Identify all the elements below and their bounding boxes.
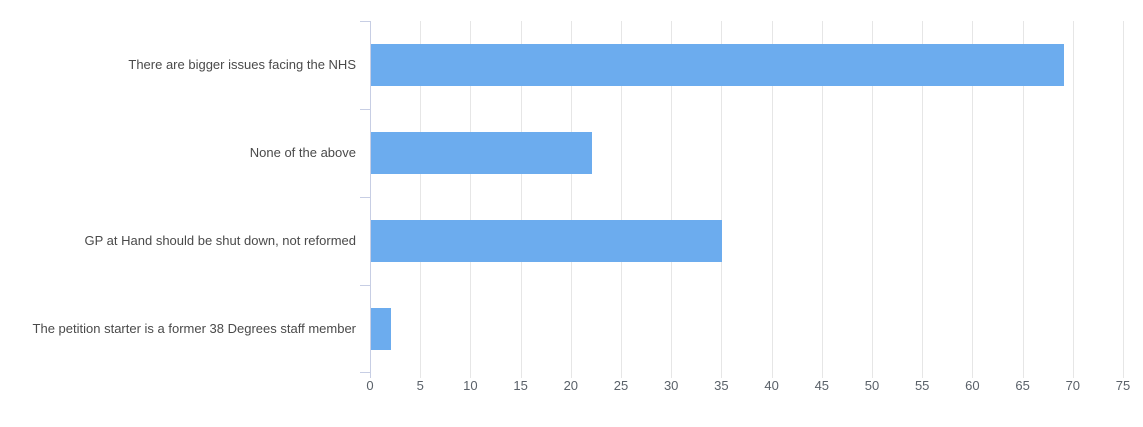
y-axis-tick	[360, 285, 370, 286]
x-axis-tick-label: 40	[764, 378, 779, 393]
gridline	[821, 21, 823, 373]
gridline	[771, 21, 773, 373]
gridline	[1022, 21, 1024, 373]
gridline	[922, 21, 924, 373]
category-label: The petition starter is a former 38 Degr…	[32, 321, 356, 336]
x-axis-tick-label: 30	[663, 378, 679, 393]
x-axis-tick-label: 10	[463, 378, 478, 393]
x-axis-tick-label: 5	[416, 378, 424, 393]
gridline	[520, 21, 522, 373]
gridline	[621, 21, 622, 373]
x-axis-tick	[520, 373, 522, 378]
x-axis-tick-label: 60	[965, 378, 980, 393]
category-labels: There are bigger issues facing the NHS No…	[0, 21, 356, 373]
gridline	[1072, 21, 1074, 373]
category-label: There are bigger issues facing the NHS	[128, 57, 356, 72]
x-axis-tick-label: 75	[1115, 378, 1131, 393]
gridline	[470, 21, 472, 373]
x-axis-tick-label: 70	[1065, 378, 1081, 393]
x-axis-tick	[1072, 373, 1074, 378]
plot-area	[360, 21, 1124, 378]
x-axis-tick-label: 65	[1015, 378, 1030, 393]
x-axis-tick-labels: 0 5 10 15 20 25 30 35 40 45 50 55 60 65 70 75	[366, 378, 1130, 398]
x-axis-tick	[370, 373, 371, 378]
x-axis-tick	[1123, 373, 1124, 378]
gridline	[1123, 21, 1124, 373]
x-axis-tick	[570, 373, 572, 378]
x-axis-tick	[821, 373, 823, 378]
x-axis-tick	[621, 373, 622, 378]
x-axis-tick	[922, 373, 924, 378]
x-axis-tick	[1022, 373, 1024, 378]
y-axis-tick	[360, 21, 370, 22]
x-axis-tick-label: 50	[864, 378, 880, 393]
bar	[371, 220, 723, 262]
gridline	[872, 21, 873, 373]
gridline	[721, 21, 723, 373]
x-axis-tick-label: 25	[613, 378, 629, 393]
x-axis-tick	[721, 373, 723, 378]
x-axis-tick	[470, 373, 472, 378]
gridline	[420, 21, 422, 373]
category-label: None of the above	[249, 145, 356, 160]
gridline	[972, 21, 974, 373]
x-axis-tick-label: 45	[814, 378, 830, 393]
x-axis-tick	[420, 373, 422, 378]
y-axis-tick	[360, 109, 370, 110]
x-axis-tick-label: 55	[914, 378, 930, 393]
y-axis-line	[370, 21, 371, 373]
x-axis-tick-label: 15	[513, 378, 528, 393]
y-axis-tick	[360, 372, 370, 373]
x-axis-tick-label: 35	[714, 378, 729, 393]
x-axis-tick-label: 20	[563, 378, 579, 393]
bar	[371, 44, 1064, 86]
x-axis-tick-label: 0	[366, 378, 374, 393]
x-axis-tick	[872, 373, 873, 378]
gridline	[570, 21, 572, 373]
x-axis-tick	[671, 373, 673, 378]
x-axis-tick	[771, 373, 773, 378]
category-label: GP at Hand should be shut down, not refo…	[84, 233, 356, 248]
bar	[371, 308, 392, 350]
x-axis-tick	[972, 373, 974, 378]
gridline	[671, 21, 673, 373]
bar	[371, 132, 592, 174]
y-axis-tick	[360, 197, 370, 198]
